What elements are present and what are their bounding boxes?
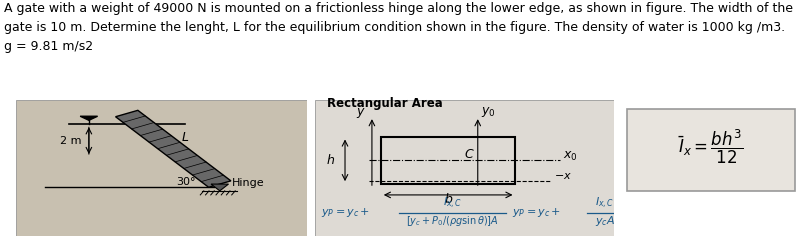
Text: $x_0$: $x_0$ (563, 150, 578, 163)
Polygon shape (211, 184, 229, 191)
Text: $[y_c + P_0/(\rho g \sin\theta)]A$: $[y_c + P_0/(\rho g \sin\theta)]A$ (406, 214, 499, 228)
Text: 2 m: 2 m (60, 136, 82, 146)
Text: $y_0$: $y_0$ (481, 104, 495, 119)
Text: 30°: 30° (176, 177, 196, 188)
Text: h: h (326, 154, 334, 167)
Text: C: C (465, 148, 473, 161)
Text: b: b (444, 193, 452, 206)
Bar (381, 137, 516, 184)
Text: Rectangular Area: Rectangular Area (327, 97, 443, 110)
Text: $y_P = y_c +$: $y_P = y_c +$ (512, 206, 562, 219)
Polygon shape (80, 116, 98, 120)
Text: A gate with a weight of 49000 N is mounted on a frictionless hinge along the low: A gate with a weight of 49000 N is mount… (4, 2, 793, 53)
Text: $I_{x,C}$: $I_{x,C}$ (443, 196, 462, 211)
Text: L: L (181, 131, 188, 144)
Text: y: y (356, 105, 364, 118)
Text: $\bar{I}_x = \dfrac{bh^3}{12}$: $\bar{I}_x = \dfrac{bh^3}{12}$ (679, 128, 743, 166)
Text: Hinge: Hinge (231, 178, 264, 188)
Text: $-x$: $-x$ (554, 171, 572, 181)
Text: $I_{x,C}$: $I_{x,C}$ (595, 196, 615, 211)
Text: $y_c A$: $y_c A$ (595, 214, 615, 228)
Polygon shape (116, 110, 231, 187)
Text: $y_P = y_c +$: $y_P = y_c +$ (321, 206, 370, 219)
